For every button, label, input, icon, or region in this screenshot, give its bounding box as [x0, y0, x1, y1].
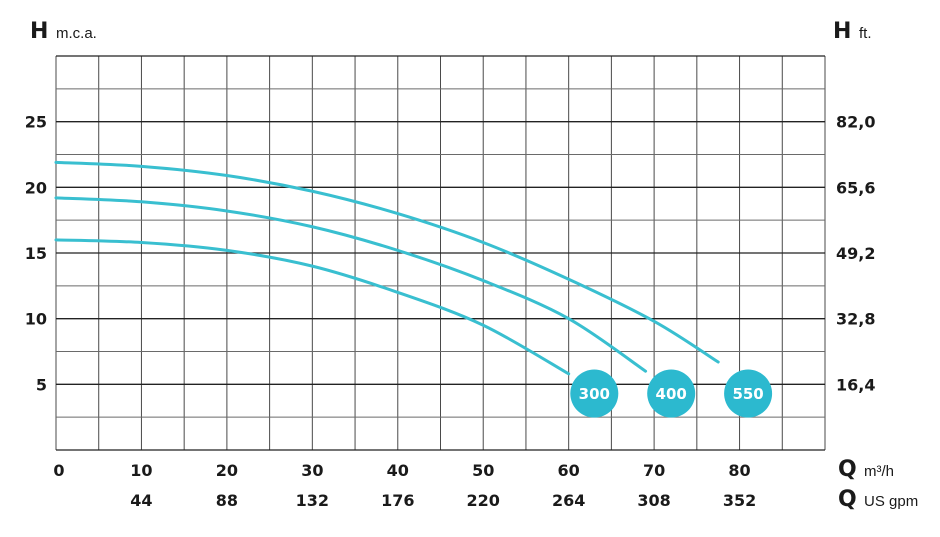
y-tick-left: 10: [25, 310, 47, 329]
curve-badges: 300 400 550: [570, 369, 773, 418]
badge-label-550: 550: [732, 385, 763, 403]
x-tick-secondary: 44: [130, 491, 152, 510]
y-tick-right: 49,2: [836, 244, 875, 263]
right-axis-unit: ft.: [859, 25, 872, 42]
x-axis-secondary-letter: Q: [838, 487, 857, 512]
x-tick-secondary: 308: [637, 491, 670, 510]
x-tick-primary: 20: [216, 461, 238, 480]
x-tick-primary: 40: [387, 461, 409, 480]
left-axis-letter: H: [30, 19, 48, 44]
y-tick-right: 65,6: [836, 178, 875, 197]
badge-300: [570, 369, 619, 418]
x-tick-primary: 60: [558, 461, 580, 480]
y-tick-left: 5: [36, 375, 47, 394]
x-tick-primary: 10: [130, 461, 152, 480]
y-tick-right: 82,0: [836, 113, 875, 132]
y-tick-right: 32,8: [836, 310, 875, 329]
x-tick-secondary: 264: [552, 491, 585, 510]
x-axis-primary-unit: m³/h: [864, 463, 894, 480]
grid: [55, 55, 826, 451]
y-tick-left: 20: [25, 178, 47, 197]
x-tick-secondary: 132: [296, 491, 329, 510]
x-tick-primary: 0: [53, 461, 64, 480]
x-tick-secondary: 88: [216, 491, 238, 510]
curve-300: [54, 238, 571, 376]
x-tick-primary: 30: [301, 461, 323, 480]
left-axis-unit: m.c.a.: [56, 25, 97, 42]
axis-labels: H m.c.a. H ft. Q m³/h Q US gpm: [30, 19, 918, 512]
badge-400: [647, 369, 696, 418]
x-tick-primary: 70: [643, 461, 665, 480]
tick-labels: 5 10 15 20 25 16,4 32,8 49,2 65,6 82,0 0 10 20 30 40 50…: [25, 113, 876, 510]
curve-400: [54, 196, 648, 373]
curve-550: [54, 160, 720, 364]
curves: [54, 160, 720, 376]
x-tick-secondary: 220: [467, 491, 500, 510]
x-tick-primary: 80: [728, 461, 750, 480]
x-tick-secondary: 176: [381, 491, 414, 510]
y-tick-left: 25: [25, 113, 47, 132]
badge-label-300: 300: [579, 385, 610, 403]
right-axis-letter: H: [833, 19, 851, 44]
x-tick-secondary: 352: [723, 491, 756, 510]
y-tick-left: 15: [25, 244, 47, 263]
x-axis-secondary-unit: US gpm: [864, 493, 918, 510]
badge-label-400: 400: [656, 385, 687, 403]
x-axis-primary-letter: Q: [838, 457, 857, 482]
y-tick-right: 16,4: [836, 375, 875, 394]
badge-550: [724, 369, 773, 418]
x-tick-primary: 50: [472, 461, 494, 480]
